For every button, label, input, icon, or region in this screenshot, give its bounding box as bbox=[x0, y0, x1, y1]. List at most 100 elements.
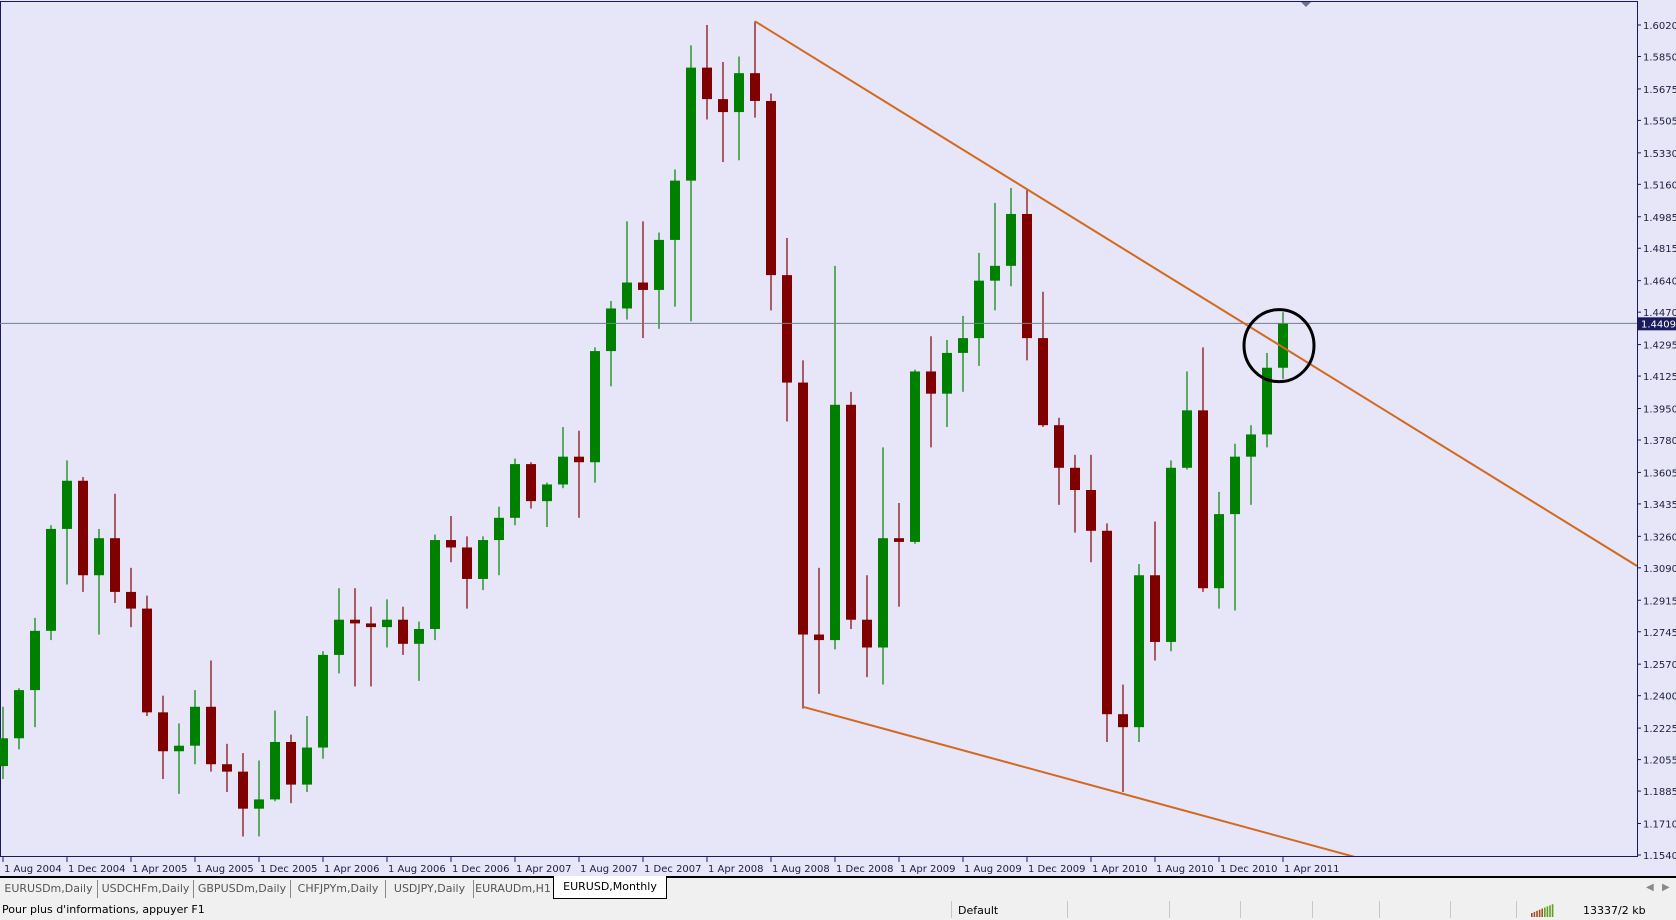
time-tick-label: 1 Aug 2007 bbox=[580, 864, 638, 875]
candle-2006-05 bbox=[334, 588, 344, 674]
tabs-scroll-left-icon[interactable]: ◀ bbox=[1646, 882, 1654, 893]
candle-2004-08 bbox=[0, 706, 8, 780]
status-cell-empty bbox=[1067, 901, 1169, 918]
price-tick-label: 1.20550 bbox=[1643, 756, 1676, 767]
time-tick-label: 1 Dec 2006 bbox=[452, 864, 510, 875]
candle-body bbox=[942, 352, 952, 394]
candle-2009-03 bbox=[878, 447, 888, 685]
candle-body bbox=[606, 308, 616, 352]
candle-body bbox=[366, 623, 376, 628]
tab-eurusdm-daily[interactable]: EURUSDm,Daily bbox=[0, 880, 98, 898]
candle-2011-01 bbox=[1230, 443, 1240, 611]
candle-2009-01 bbox=[846, 391, 856, 629]
candle-body bbox=[190, 706, 200, 746]
time-tick-label: 1 Aug 2004 bbox=[4, 864, 62, 875]
candle-body bbox=[494, 517, 504, 541]
candle-body bbox=[910, 371, 920, 542]
price-tick-label: 1.34350 bbox=[1643, 500, 1676, 511]
candle-2006-09 bbox=[398, 606, 408, 655]
candle-body bbox=[430, 540, 440, 629]
candle-body bbox=[1214, 514, 1224, 589]
tab-usdjpy-daily[interactable]: USDJPY,Daily bbox=[386, 880, 474, 898]
candle-2010-02 bbox=[1054, 417, 1064, 505]
time-tick-label: 1 Aug 2009 bbox=[964, 864, 1022, 875]
tab-gbpusdm-daily[interactable]: GBPUSDm,Daily bbox=[194, 880, 291, 898]
connection-bar bbox=[1538, 909, 1541, 917]
annotation-circle[interactable] bbox=[1242, 308, 1316, 384]
price-tick-label: 1.24000 bbox=[1643, 692, 1676, 703]
status-connection[interactable]: 13337/2 kb bbox=[1516, 901, 1676, 918]
candle-body bbox=[686, 67, 696, 181]
candle-2009-04 bbox=[894, 502, 904, 607]
candle-body bbox=[510, 464, 520, 518]
status-help-text: Pour plus d'informations, appuyer F1 bbox=[2, 903, 205, 916]
price-tick-label: 1.25700 bbox=[1643, 660, 1676, 671]
candlestick-chart[interactable]: 1.60200 1.58500 1.56750 1.55050 1.53300 1.516… bbox=[0, 0, 1676, 876]
tab-usdchfm-daily[interactable]: USDCHFm,Daily bbox=[98, 880, 194, 898]
candle-2010-01 bbox=[1038, 291, 1048, 428]
price-tick-label: 1.44700 bbox=[1643, 308, 1676, 319]
price-tick-label: 1.37800 bbox=[1643, 436, 1676, 447]
candle-body bbox=[782, 275, 792, 383]
candle-2009-12 bbox=[1022, 189, 1032, 361]
price-tick-label: 1.15400 bbox=[1643, 851, 1676, 862]
candle-body bbox=[990, 265, 1000, 281]
candle-body bbox=[30, 630, 40, 691]
candle-2005-04 bbox=[126, 567, 136, 628]
candle-2009-09 bbox=[974, 252, 984, 366]
candle-2008-10 bbox=[798, 360, 808, 709]
candle-2004-09 bbox=[14, 688, 24, 750]
candle-2004-10 bbox=[30, 617, 40, 728]
chart-window[interactable]: 1.60200 1.58500 1.56750 1.55050 1.53300 1.516… bbox=[0, 0, 1676, 876]
tab-euraudm-h1[interactable]: EURAUDm,H1 bbox=[475, 882, 551, 895]
candle-2005-08 bbox=[190, 690, 200, 765]
candle-body bbox=[318, 654, 328, 748]
candle-2007-06 bbox=[542, 482, 552, 528]
tabs-scroll-right-icon[interactable]: ▶ bbox=[1662, 882, 1670, 893]
candle-2005-10 bbox=[222, 743, 232, 793]
trendline-lower[interactable] bbox=[802, 705, 1637, 876]
candle-body bbox=[1022, 213, 1032, 339]
price-tick-label: 1.46400 bbox=[1643, 277, 1676, 288]
candle-2007-09 bbox=[590, 347, 600, 483]
candle-2007-12 bbox=[638, 221, 648, 339]
candle-2007-11 bbox=[622, 221, 632, 320]
connection-bar bbox=[1549, 905, 1551, 917]
candle-body bbox=[478, 540, 488, 579]
candle-body bbox=[670, 180, 680, 240]
connection-bar bbox=[1544, 907, 1546, 917]
chart-shift-marker-icon[interactable] bbox=[1301, 2, 1311, 7]
candle-2006-04 bbox=[318, 651, 328, 759]
candle-2010-08 bbox=[1150, 521, 1160, 661]
candle-2006-11 bbox=[430, 534, 440, 641]
chart-frame bbox=[0, 1, 1638, 857]
candle-body bbox=[94, 538, 104, 576]
candle-body bbox=[62, 480, 72, 529]
candle-body bbox=[542, 484, 552, 502]
candle-body bbox=[862, 619, 872, 648]
status-cell-empty bbox=[1379, 901, 1450, 918]
candle-2005-09 bbox=[206, 660, 216, 772]
status-cell-empty bbox=[1450, 901, 1516, 918]
candle-2006-07 bbox=[366, 606, 376, 687]
candle-2007-01 bbox=[462, 536, 472, 609]
tab-eurusd-monthly[interactable]: EURUSD,Monthly bbox=[553, 876, 667, 899]
price-tick-label: 1.22250 bbox=[1643, 724, 1676, 735]
price-tick-label: 1.51600 bbox=[1643, 180, 1676, 191]
candle-2009-11 bbox=[1006, 188, 1016, 287]
candle-body bbox=[14, 690, 24, 739]
candle-body bbox=[1054, 425, 1064, 468]
tab-chfjpym-daily[interactable]: CHFJPYm,Daily bbox=[291, 880, 386, 898]
candle-body bbox=[1006, 213, 1016, 266]
candle-body bbox=[622, 282, 632, 309]
price-tick-label: 1.53300 bbox=[1643, 149, 1676, 160]
candle-body bbox=[1150, 575, 1160, 642]
candle-2007-05 bbox=[526, 462, 536, 509]
candle-body bbox=[254, 799, 264, 809]
candle-2008-02 bbox=[670, 169, 680, 307]
candle-2009-08 bbox=[958, 315, 968, 392]
trendline-upper[interactable] bbox=[754, 20, 1637, 567]
candle-2011-03 bbox=[1262, 352, 1272, 448]
price-tick-label: 1.56750 bbox=[1643, 85, 1676, 96]
time-tick-label: 1 Apr 2005 bbox=[132, 864, 187, 875]
